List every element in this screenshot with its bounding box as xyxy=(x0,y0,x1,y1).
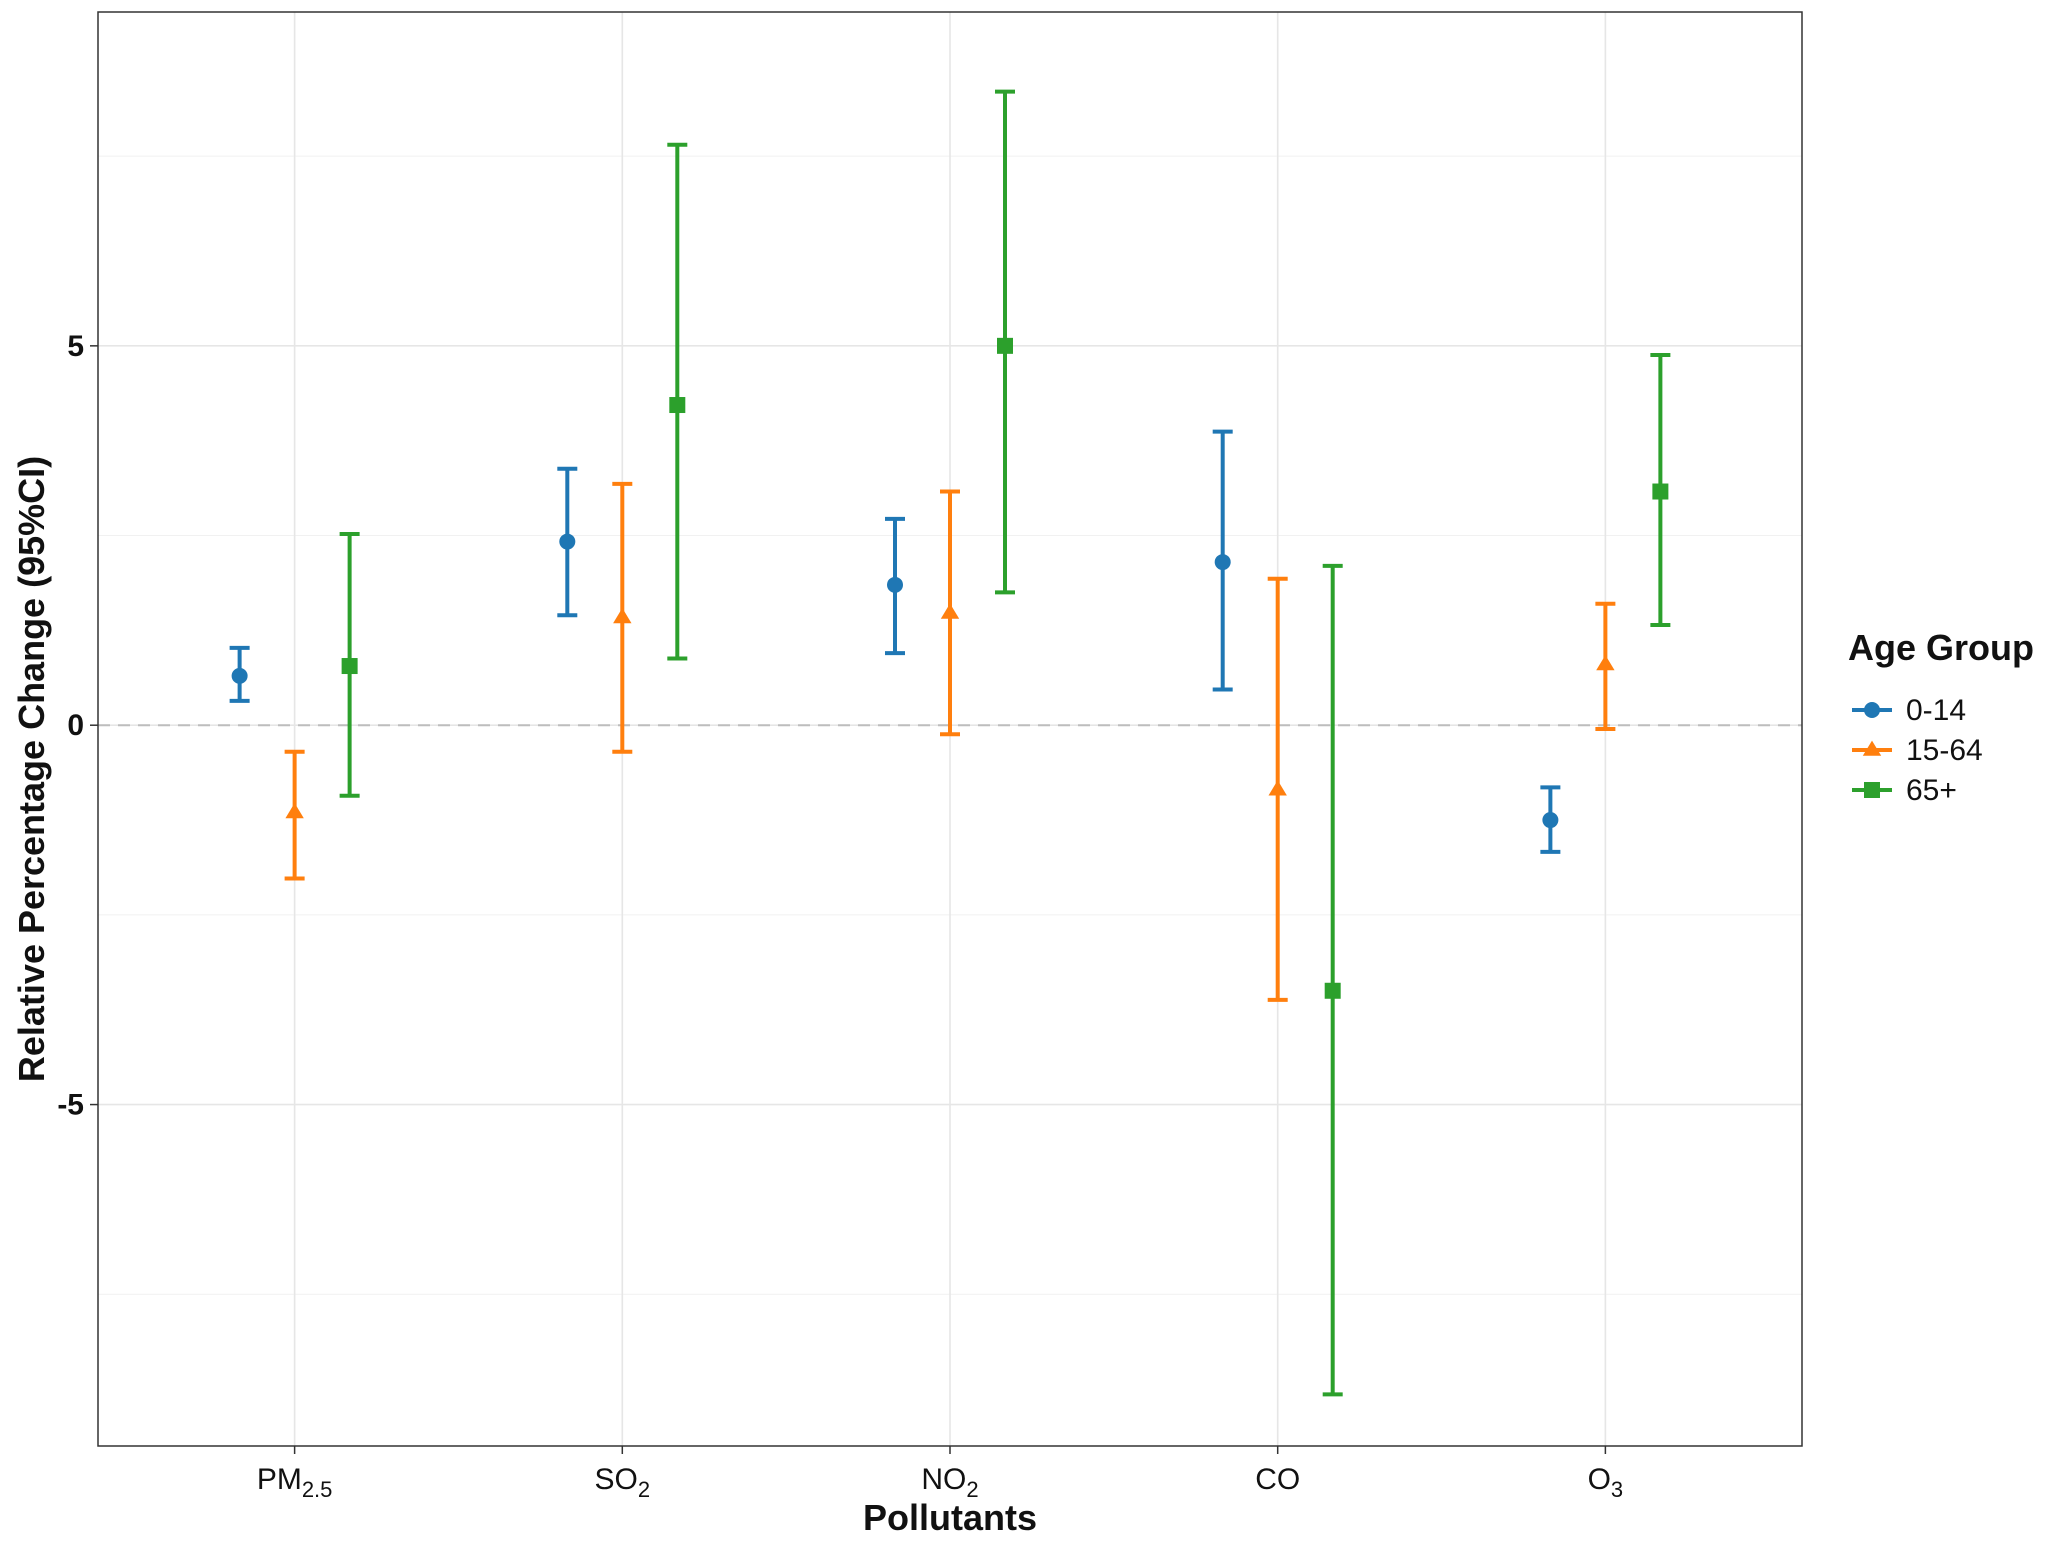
legend-key-0-14 xyxy=(1852,702,1892,718)
x-tick-label: NO2 xyxy=(921,1463,978,1502)
legend-label: 0-14 xyxy=(1906,694,1966,727)
point-estimate xyxy=(559,533,576,550)
y-tick-label: -5 xyxy=(57,1089,84,1122)
y-tick-label: 0 xyxy=(67,709,84,742)
series-layer xyxy=(229,89,1671,1397)
x-tick-label: CO xyxy=(1255,1463,1300,1496)
y-axis-title: Relative Percentage Change (95%CI) xyxy=(11,456,52,1082)
point-estimate xyxy=(669,397,686,414)
point-estimate xyxy=(341,658,358,675)
point-estimate xyxy=(997,337,1013,354)
point-estimate xyxy=(1596,655,1615,671)
point-estimate xyxy=(887,576,903,593)
point-estimate xyxy=(1324,982,1341,999)
point-estimate xyxy=(1542,812,1559,829)
legend-label: 65+ xyxy=(1906,774,1957,807)
x-axis-title: Pollutants xyxy=(863,1497,1037,1538)
legend-title: Age Group xyxy=(1848,627,2034,668)
legend-key-marker xyxy=(1864,702,1880,718)
x-tick-label: SO2 xyxy=(595,1463,651,1502)
point-estimate xyxy=(940,603,960,619)
legend: Age Group 0-14 15-64 65+ xyxy=(1848,627,2034,807)
point-estimate xyxy=(1268,780,1287,796)
legend-key-15-64 xyxy=(1852,740,1892,756)
series-15-64 xyxy=(284,481,1616,1002)
series-65+ xyxy=(339,89,1671,1397)
legend-key-marker xyxy=(1862,740,1882,756)
point-estimate xyxy=(1214,554,1231,571)
x-tick-label: PM2.5 xyxy=(257,1463,333,1502)
x-tick-label: O3 xyxy=(1588,1463,1624,1502)
y-tick-label: 5 xyxy=(67,330,84,363)
point-estimate xyxy=(1652,483,1669,500)
legend-key-65+ xyxy=(1852,782,1892,798)
series-0-14 xyxy=(229,429,1561,854)
point-estimate xyxy=(613,608,632,624)
legend-key-marker xyxy=(1864,782,1880,798)
point-estimate xyxy=(231,667,248,684)
legend-label: 15-64 xyxy=(1906,734,1983,767)
point-estimate xyxy=(285,803,304,819)
axis-layer: -5 0 5 PM2.5 SO2 NO2 CO O3 xyxy=(57,330,1623,1502)
